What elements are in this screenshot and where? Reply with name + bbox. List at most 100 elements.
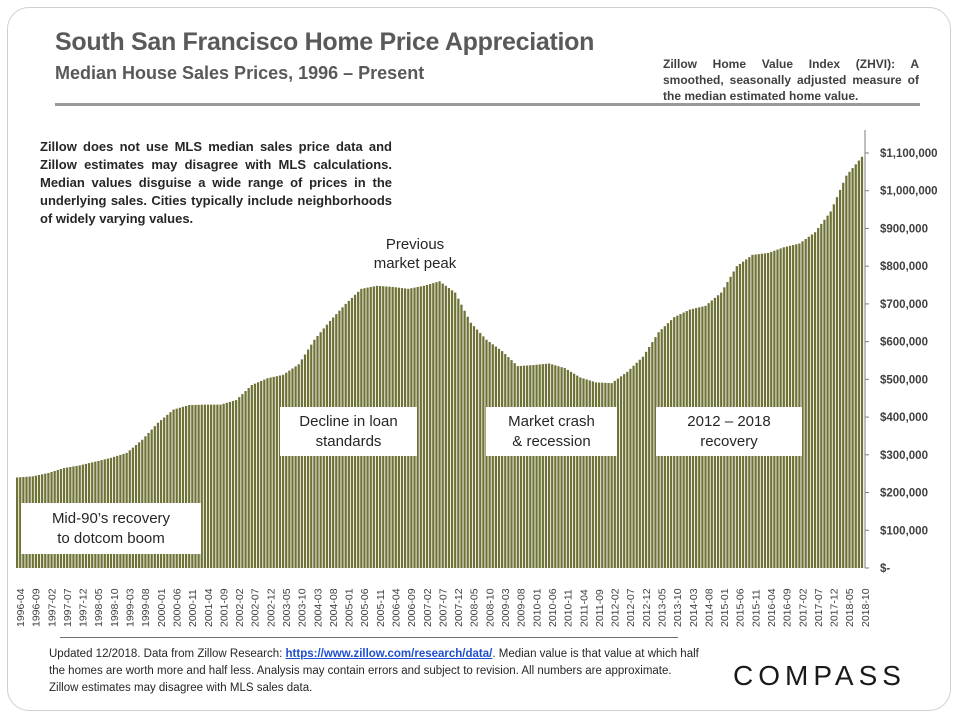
x-tick-label: 2003-10 bbox=[297, 588, 309, 627]
price-bar bbox=[172, 409, 175, 568]
x-tick-label: 2001-04 bbox=[203, 588, 215, 627]
price-bar bbox=[604, 382, 607, 568]
price-bar bbox=[616, 378, 620, 568]
x-tick-label: 2011-09 bbox=[594, 589, 606, 627]
price-bar bbox=[422, 285, 426, 568]
price-bar bbox=[566, 369, 569, 568]
header-divider bbox=[55, 103, 920, 106]
price-bar bbox=[469, 322, 472, 568]
price-bar bbox=[454, 292, 457, 568]
price-bar bbox=[275, 376, 278, 568]
price-bar bbox=[457, 298, 460, 568]
y-tick-label: $600,000 bbox=[880, 337, 928, 349]
price-bar bbox=[156, 422, 160, 568]
price-bar bbox=[648, 346, 651, 568]
x-tick-label: 2005-01 bbox=[344, 588, 356, 627]
x-tick-label: 2002-07 bbox=[250, 588, 262, 627]
price-bar bbox=[188, 405, 191, 568]
price-bar bbox=[504, 354, 507, 568]
price-bar bbox=[510, 360, 513, 568]
price-bar bbox=[632, 365, 635, 568]
price-bar bbox=[184, 405, 188, 568]
x-tick-label: 2009-03 bbox=[500, 588, 512, 627]
footer-source-note: Updated 12/2018. Data from Zillow Resear… bbox=[49, 646, 699, 697]
price-bar bbox=[244, 391, 247, 568]
chart-title: South San Francisco Home Price Appreciat… bbox=[55, 28, 595, 56]
price-bar bbox=[438, 281, 441, 568]
x-tick-label: 2002-02 bbox=[234, 588, 246, 627]
callout-loan-standards: Decline in loan standards bbox=[280, 407, 417, 456]
price-bar bbox=[535, 364, 538, 568]
price-bar bbox=[585, 379, 588, 568]
slide-frame bbox=[7, 7, 951, 711]
price-bar bbox=[285, 372, 288, 568]
price-bar bbox=[541, 364, 544, 568]
price-bar bbox=[288, 370, 291, 568]
price-bar bbox=[16, 477, 19, 568]
callout-dotcom-boom: Mid-90’s recovery to dotcom boom bbox=[21, 503, 201, 554]
price-bar bbox=[598, 382, 601, 568]
price-bar bbox=[235, 400, 238, 568]
price-bar bbox=[860, 156, 864, 568]
x-tick-label: 2000-01 bbox=[156, 588, 168, 627]
y-tick-label: $100,000 bbox=[880, 525, 928, 537]
price-bar bbox=[792, 245, 795, 569]
price-bar bbox=[225, 402, 228, 568]
price-bar bbox=[194, 404, 197, 568]
x-tick-label: 2015-11 bbox=[750, 589, 762, 627]
x-tick-label: 2016-09 bbox=[782, 588, 794, 627]
price-bar bbox=[807, 236, 810, 568]
price-bar bbox=[497, 348, 501, 568]
price-bar bbox=[857, 160, 860, 569]
price-bar bbox=[231, 401, 235, 568]
price-bar bbox=[638, 359, 641, 568]
price-bar bbox=[247, 388, 250, 568]
x-tick-label: 2005-11 bbox=[375, 589, 387, 627]
x-tick-label: 2017-12 bbox=[829, 588, 841, 627]
price-bar bbox=[206, 404, 210, 568]
x-tick-label: 2012-07 bbox=[625, 588, 637, 627]
price-bar bbox=[307, 349, 310, 568]
y-tick-label: $300,000 bbox=[880, 450, 928, 462]
price-bar bbox=[563, 368, 566, 568]
price-bar bbox=[551, 364, 554, 568]
price-bar bbox=[588, 380, 591, 568]
price-bar bbox=[829, 211, 832, 569]
price-bar bbox=[250, 385, 253, 568]
zillow-research-link[interactable]: https://www.zillow.com/research/data/ bbox=[285, 648, 493, 660]
price-bar bbox=[191, 404, 194, 568]
price-bar bbox=[253, 383, 257, 568]
y-tick-label: $900,000 bbox=[880, 223, 928, 235]
price-bar bbox=[826, 215, 829, 568]
x-tick-label: 2017-02 bbox=[797, 588, 809, 627]
price-bar bbox=[303, 354, 307, 568]
price-bar bbox=[554, 365, 557, 568]
callout-loan-line1: Decline in loan bbox=[299, 412, 398, 430]
price-bar bbox=[175, 408, 178, 568]
price-bar bbox=[838, 189, 842, 568]
price-bar bbox=[444, 285, 447, 568]
price-bar bbox=[601, 382, 604, 568]
price-bar bbox=[429, 283, 432, 568]
price-bar bbox=[519, 365, 523, 568]
price-bar bbox=[788, 245, 792, 568]
price-bar bbox=[644, 351, 648, 568]
x-tick-label: 2013-05 bbox=[656, 588, 668, 627]
price-bar bbox=[263, 379, 266, 568]
x-tick-label: 1997-07 bbox=[62, 588, 74, 627]
callout-market-crash: Market crash & recession bbox=[486, 407, 617, 456]
price-bar bbox=[450, 290, 454, 568]
price-bar bbox=[610, 383, 613, 568]
price-bar bbox=[501, 351, 504, 568]
callout-recovery-line2: recovery bbox=[700, 432, 758, 450]
price-bar bbox=[607, 382, 610, 568]
price-bar bbox=[200, 404, 203, 568]
price-bar bbox=[181, 406, 185, 568]
callout-dotcom-line2: to dotcom boom bbox=[57, 529, 165, 547]
price-bar bbox=[425, 284, 429, 568]
x-tick-label: 2006-04 bbox=[391, 588, 403, 627]
callout-loan-line2: standards bbox=[315, 432, 382, 450]
price-bar bbox=[472, 326, 476, 568]
x-tick-label: 2010-11 bbox=[563, 589, 575, 627]
price-bar bbox=[166, 414, 169, 568]
